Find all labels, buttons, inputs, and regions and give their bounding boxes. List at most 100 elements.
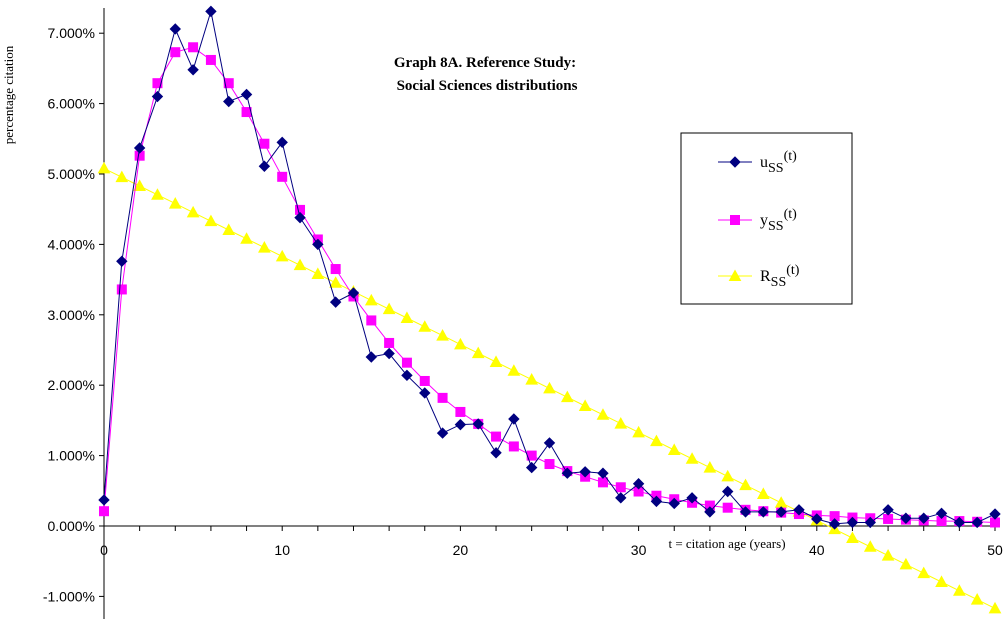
legend-entry-u: uSS(t) (718, 149, 797, 176)
series-layer (97, 5, 1002, 614)
data-point (846, 531, 859, 543)
data-point (205, 54, 216, 65)
data-point (561, 467, 574, 479)
data-point (828, 518, 841, 530)
data-point (560, 390, 574, 403)
data-point (668, 497, 680, 510)
data-point (970, 593, 984, 605)
data-point (170, 47, 181, 58)
data-point (971, 516, 983, 529)
data-point (401, 369, 413, 382)
legend-label: RSS(t) (760, 263, 800, 290)
data-point (294, 211, 306, 224)
data-point (240, 88, 253, 101)
data-point (293, 258, 307, 271)
data-point (685, 452, 699, 464)
data-point (881, 549, 895, 561)
data-point (277, 171, 288, 182)
series-u (98, 5, 1001, 530)
data-point (276, 136, 288, 149)
data-point (223, 78, 234, 89)
data-point (596, 408, 610, 420)
data-point (882, 504, 894, 516)
data-point (401, 357, 412, 368)
data-point (578, 399, 592, 411)
legend-box (680, 132, 853, 305)
data-point (133, 179, 146, 191)
data-point (419, 375, 430, 386)
data-point (953, 516, 966, 529)
data-point (169, 23, 181, 35)
x-axis-title: t = citation age (years) (668, 536, 785, 551)
data-point (99, 506, 109, 517)
data-point (116, 284, 127, 295)
data-point (436, 427, 449, 439)
data-point (366, 315, 377, 326)
axes (103, 8, 995, 619)
data-point (507, 364, 521, 376)
data-point (259, 138, 270, 149)
data-point (757, 506, 770, 518)
data-point (721, 485, 734, 498)
data-point (151, 188, 164, 200)
data-point (667, 443, 681, 455)
data-point (312, 238, 324, 251)
chart-title: Graph 8A. Reference Study: (394, 55, 576, 71)
data-point (347, 287, 360, 299)
data-point (525, 373, 539, 385)
data-point (579, 466, 591, 478)
data-point (722, 502, 733, 513)
data-point (508, 413, 520, 425)
data-point (437, 392, 448, 403)
legend-marker (728, 269, 742, 281)
x-tick-label: 50 (987, 542, 1003, 558)
data-point (400, 311, 414, 323)
data-point (989, 508, 1001, 520)
data-point (614, 417, 628, 429)
data-point (329, 276, 343, 288)
x-tick-label: 0 (100, 542, 108, 558)
y-axis-title: percentage citation (1, 45, 16, 144)
data-point (188, 42, 199, 53)
legend-marker (729, 156, 741, 168)
legend-label: uSS(t) (760, 149, 797, 176)
data-point (275, 249, 289, 262)
series-line (103, 46, 996, 523)
data-point (615, 482, 626, 493)
y-tick-label: 5.000% (48, 166, 95, 182)
x-tick-label: 20 (453, 542, 469, 558)
data-point (900, 512, 912, 524)
x-tick-label: 40 (809, 542, 825, 558)
data-point (98, 494, 110, 506)
y-tick-label: 3.000% (48, 307, 95, 323)
data-point (615, 492, 627, 504)
data-point (918, 512, 930, 524)
data-point (863, 540, 877, 552)
y-tick-label: 7.000% (48, 25, 95, 41)
y-tick-label: 0.000% (48, 518, 95, 534)
data-point (490, 447, 502, 459)
data-point (525, 461, 538, 474)
data-point (864, 516, 876, 529)
data-point (650, 495, 663, 508)
y-tick-label: 2.000% (48, 377, 95, 393)
data-point (811, 513, 823, 525)
data-point (419, 387, 431, 399)
data-point (917, 566, 931, 579)
data-point (953, 584, 966, 596)
data-point (686, 492, 698, 504)
data-point (222, 223, 236, 235)
data-point (97, 161, 111, 174)
legend-entry-y: ySS(t) (718, 207, 797, 234)
data-point (632, 425, 645, 438)
data-point (471, 346, 485, 359)
y-tick-label: 1.000% (48, 448, 95, 464)
legend-entry-r: RSS(t) (718, 263, 800, 290)
data-point (883, 513, 894, 524)
data-point (703, 461, 717, 473)
x-ticks: 0 10 20 30 40 50 (100, 526, 1003, 558)
data-point (491, 431, 502, 442)
data-point (384, 337, 395, 348)
data-point (382, 302, 396, 315)
data-point (775, 506, 787, 518)
